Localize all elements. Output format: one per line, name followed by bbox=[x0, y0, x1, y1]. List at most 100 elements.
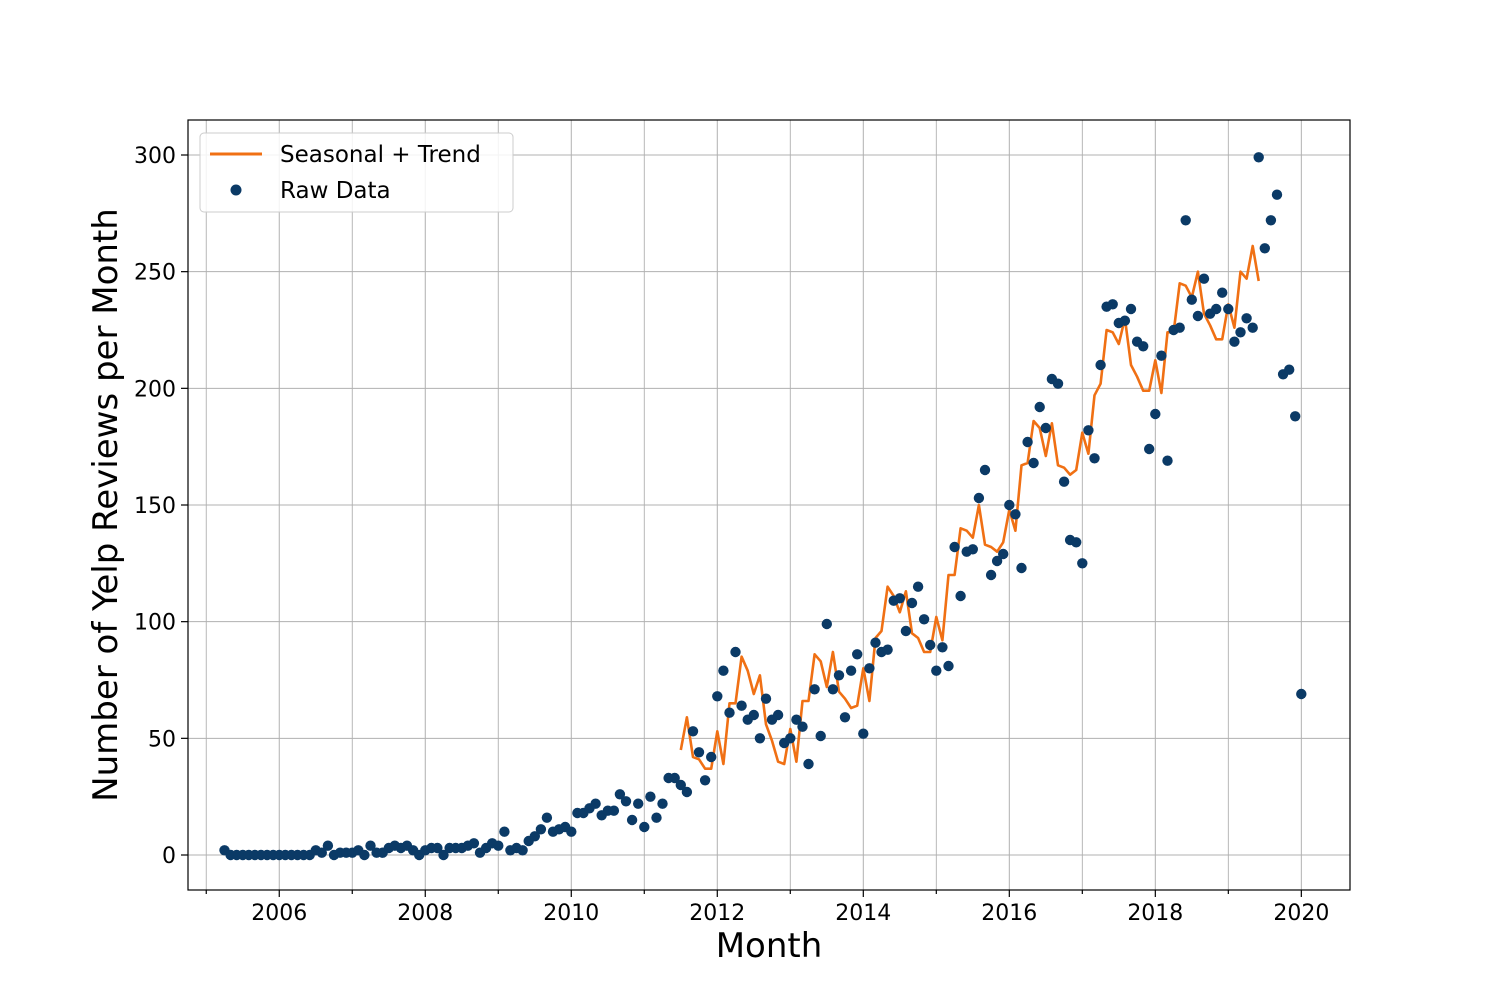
raw-data-point-2018-01 bbox=[1150, 408, 1161, 420]
y-tick-label-100: 100 bbox=[134, 611, 176, 636]
raw-data-point-2018-11 bbox=[1211, 303, 1222, 315]
raw-data-point-2010-01 bbox=[566, 826, 577, 837]
raw-data-point-2017-04 bbox=[1095, 359, 1106, 371]
raw-data-point-2017-12 bbox=[1144, 443, 1155, 455]
raw-data-point-2015-04 bbox=[949, 541, 960, 553]
raw-data-point-2016-10 bbox=[1058, 476, 1070, 487]
raw-data-point-2013-11 bbox=[845, 665, 857, 676]
raw-data-point-2014-07 bbox=[894, 593, 905, 604]
y-tick-label-150: 150 bbox=[134, 494, 176, 519]
raw-data-point-2019-01 bbox=[1223, 303, 1234, 315]
raw-data-point-2006-09 bbox=[322, 840, 334, 851]
raw-data-point-2012-02 bbox=[718, 665, 729, 676]
raw-data-point-2007-04 bbox=[365, 840, 376, 851]
raw-data-point-2013-02 bbox=[791, 714, 802, 725]
raw-data-point-2018-08 bbox=[1192, 310, 1204, 322]
raw-data-point-2012-11 bbox=[772, 709, 784, 721]
x-tick-label-2006: 2006 bbox=[251, 901, 307, 926]
raw-data-point-2010-11 bbox=[626, 814, 638, 826]
raw-data-point-2018-09 bbox=[1198, 273, 1210, 284]
raw-data-point-2011-02 bbox=[645, 791, 656, 802]
raw-data-point-2019-09 bbox=[1271, 189, 1283, 200]
raw-data-point-2012-05 bbox=[736, 700, 747, 711]
raw-data-point-2020-01 bbox=[1296, 688, 1307, 700]
raw-data-point-2013-06 bbox=[815, 730, 826, 742]
x-tick-label-2012: 2012 bbox=[689, 901, 745, 926]
raw-data-point-2015-12 bbox=[998, 548, 1009, 560]
raw-data-point-2013-07 bbox=[821, 618, 832, 630]
raw-data-point-2011-10 bbox=[693, 747, 705, 758]
x-tick-label-2008: 2008 bbox=[397, 901, 453, 926]
raw-data-point-2013-05 bbox=[809, 684, 820, 695]
raw-data-point-2009-01 bbox=[493, 840, 504, 851]
raw-data-point-2014-12 bbox=[925, 639, 936, 651]
raw-data-point-2013-10 bbox=[839, 712, 851, 723]
raw-data-point-2012-07 bbox=[748, 709, 759, 721]
raw-data-point-2017-06 bbox=[1107, 299, 1118, 310]
raw-data-point-2014-09 bbox=[906, 597, 918, 609]
raw-data-point-2018-06 bbox=[1180, 215, 1191, 226]
raw-data-point-2012-03 bbox=[724, 707, 735, 718]
raw-data-point-2017-11 bbox=[1138, 341, 1149, 352]
raw-data-point-2011-11 bbox=[699, 775, 711, 786]
raw-data-point-2016-06 bbox=[1034, 401, 1045, 413]
raw-data-point-2011-08 bbox=[681, 786, 693, 798]
raw-data-point-2012-04 bbox=[730, 646, 741, 658]
raw-data-point-2008-04 bbox=[438, 849, 449, 861]
seasonal-trend-line bbox=[679, 244, 1260, 770]
raw-data-point-2017-03 bbox=[1089, 453, 1100, 464]
raw-data-point-2019-07 bbox=[1259, 243, 1271, 254]
raw-data-point-2015-08 bbox=[973, 492, 985, 504]
raw-data-point-2015-09 bbox=[979, 464, 991, 476]
raw-data-point-2007-03 bbox=[359, 849, 370, 861]
y-tick-label-250: 250 bbox=[134, 261, 176, 286]
raw-data-point-2014-10 bbox=[912, 581, 924, 592]
raw-data-point-2008-03 bbox=[432, 842, 443, 854]
raw-data-point-2016-09 bbox=[1052, 378, 1064, 389]
y-tick-label-300: 300 bbox=[134, 144, 176, 169]
raw-data-point-2011-06 bbox=[669, 772, 680, 784]
raw-data-point-2011-12 bbox=[706, 751, 717, 763]
raw-data-point-2019-02 bbox=[1229, 336, 1240, 347]
raw-data-point-2018-07 bbox=[1186, 294, 1198, 305]
legend-label-raw-data: Raw Data bbox=[280, 178, 391, 204]
x-axis-title: Month bbox=[716, 926, 823, 966]
raw-data-point-2013-01 bbox=[785, 733, 796, 744]
raw-data-point-2011-07 bbox=[675, 779, 686, 791]
raw-data-point-2010-09 bbox=[614, 789, 626, 800]
raw-data-point-2011-01 bbox=[639, 821, 650, 833]
raw-data-point-2014-08 bbox=[900, 625, 912, 637]
raw-data-point-2010-12 bbox=[633, 798, 644, 809]
raw-data-point-2015-02 bbox=[937, 642, 948, 653]
raw-data-point-2010-08 bbox=[608, 805, 620, 816]
raw-data-point-2012-08 bbox=[754, 733, 766, 744]
raw-data-point-2017-02 bbox=[1083, 425, 1094, 436]
grid bbox=[188, 120, 1350, 890]
raw-data-point-2019-08 bbox=[1265, 215, 1277, 226]
x-tick-label-2018: 2018 bbox=[1127, 901, 1183, 926]
raw-data-point-2014-02 bbox=[864, 663, 875, 674]
raw-data-point-2008-09 bbox=[468, 838, 480, 849]
raw-data-point-2016-03 bbox=[1016, 562, 1027, 574]
raw-data-point-2006-08 bbox=[316, 847, 327, 858]
raw-data-point-2018-05 bbox=[1174, 322, 1185, 333]
raw-data-point-2019-05 bbox=[1247, 322, 1258, 333]
legend-dot-swatch bbox=[230, 184, 242, 196]
legend-box bbox=[199, 132, 514, 213]
raw-data-point-2019-06 bbox=[1253, 152, 1264, 163]
raw-data-point-2015-05 bbox=[955, 590, 966, 602]
raw-data-point-2012-01 bbox=[712, 691, 723, 702]
raw-data-point-2016-01 bbox=[1004, 499, 1015, 511]
raw-data-layer bbox=[219, 152, 1307, 861]
raw-data-point-2014-01 bbox=[858, 728, 869, 739]
raw-data-point-2016-02 bbox=[1010, 509, 1021, 520]
raw-data-point-2011-03 bbox=[651, 812, 662, 823]
y-tick-label-200: 200 bbox=[134, 377, 176, 402]
raw-data-point-2011-09 bbox=[687, 726, 699, 737]
raw-data-point-2013-09 bbox=[833, 670, 845, 681]
raw-data-point-2015-01 bbox=[931, 665, 942, 676]
raw-data-point-2019-03 bbox=[1235, 327, 1246, 338]
legend-label-seasonal-trend: Seasonal + Trend bbox=[280, 142, 481, 168]
raw-data-point-2009-09 bbox=[541, 812, 553, 823]
